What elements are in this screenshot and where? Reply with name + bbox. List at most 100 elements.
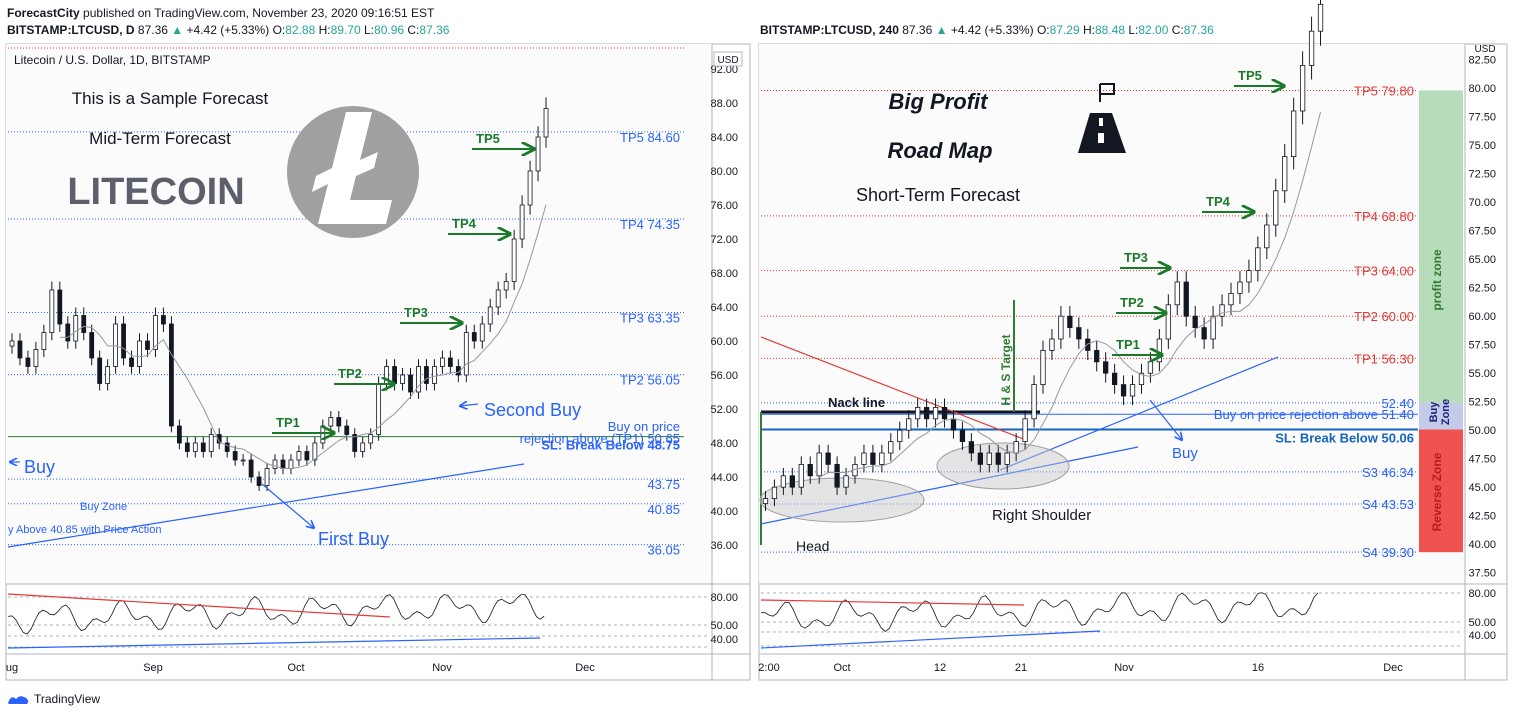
right-candle[interactable] bbox=[1165, 304, 1171, 340]
right-candle[interactable] bbox=[1156, 338, 1163, 363]
right-candle[interactable] bbox=[1013, 441, 1019, 454]
right-candle[interactable] bbox=[1094, 349, 1100, 363]
left-candle[interactable] bbox=[392, 366, 397, 384]
right-candle[interactable] bbox=[1308, 30, 1315, 66]
left-candle[interactable] bbox=[25, 357, 31, 367]
left-candle[interactable] bbox=[216, 434, 222, 444]
author-name[interactable]: ForecastCity bbox=[7, 6, 80, 20]
left-candle[interactable] bbox=[161, 315, 166, 325]
left-candle[interactable] bbox=[272, 459, 278, 469]
right-candle[interactable] bbox=[1067, 315, 1073, 329]
right-candle[interactable] bbox=[1291, 110, 1297, 157]
left-candle[interactable] bbox=[121, 323, 126, 359]
right-candle[interactable] bbox=[1282, 156, 1288, 192]
right-candle[interactable] bbox=[1138, 372, 1145, 386]
right-candle[interactable] bbox=[1273, 190, 1279, 226]
left-candle[interactable] bbox=[360, 442, 366, 452]
left-candle[interactable] bbox=[137, 340, 142, 367]
left-candle[interactable] bbox=[511, 238, 517, 282]
left-candle[interactable] bbox=[416, 366, 421, 393]
left-candle[interactable] bbox=[336, 417, 342, 427]
right-candle[interactable] bbox=[1085, 338, 1091, 351]
left-candle[interactable] bbox=[320, 425, 326, 444]
left-candle[interactable] bbox=[288, 459, 294, 469]
left-candle[interactable] bbox=[487, 306, 493, 325]
right-candle[interactable] bbox=[1031, 384, 1037, 420]
left-candle[interactable] bbox=[471, 332, 477, 342]
right-candle[interactable] bbox=[959, 429, 966, 443]
right-candle[interactable] bbox=[941, 406, 948, 420]
left-candle[interactable] bbox=[408, 374, 413, 393]
right-candle[interactable] bbox=[897, 429, 903, 443]
left-candle[interactable] bbox=[73, 315, 79, 342]
right-candle[interactable] bbox=[906, 418, 912, 431]
left-candle[interactable] bbox=[176, 425, 182, 444]
left-candle[interactable] bbox=[49, 289, 55, 333]
left-candle[interactable] bbox=[57, 289, 63, 325]
left-candle[interactable] bbox=[368, 434, 374, 444]
left-candle[interactable] bbox=[384, 366, 389, 384]
right-candle[interactable] bbox=[977, 452, 983, 465]
right-candle[interactable] bbox=[968, 441, 975, 454]
right-candle[interactable] bbox=[1299, 65, 1306, 112]
left-candle[interactable] bbox=[296, 451, 302, 461]
right-candle[interactable] bbox=[807, 463, 813, 477]
right-candle[interactable] bbox=[1219, 304, 1225, 317]
right-candle[interactable] bbox=[950, 418, 957, 431]
right-candle[interactable] bbox=[1183, 281, 1189, 317]
right-candle[interactable] bbox=[1076, 327, 1082, 340]
right-candle[interactable] bbox=[1201, 327, 1207, 340]
right-candle[interactable] bbox=[1246, 270, 1252, 283]
right-candle[interactable] bbox=[780, 475, 787, 488]
left-candle[interactable] bbox=[65, 323, 71, 342]
left-candle[interactable] bbox=[41, 332, 47, 350]
right-candle[interactable] bbox=[1174, 281, 1180, 306]
left-candle[interactable] bbox=[232, 451, 238, 461]
left-candle[interactable] bbox=[200, 442, 206, 452]
left-candle[interactable] bbox=[519, 204, 525, 240]
left-candle[interactable] bbox=[97, 357, 103, 384]
left-candle[interactable] bbox=[352, 434, 358, 452]
right-candle[interactable] bbox=[771, 486, 778, 500]
left-candle[interactable] bbox=[495, 289, 501, 308]
left-candle[interactable] bbox=[248, 459, 254, 478]
left-candle[interactable] bbox=[224, 442, 230, 452]
right-candle[interactable] bbox=[986, 452, 992, 465]
left-candle[interactable] bbox=[192, 442, 198, 452]
left-candle[interactable] bbox=[145, 340, 150, 350]
left-candle[interactable] bbox=[432, 366, 437, 384]
right-candle[interactable] bbox=[861, 452, 867, 465]
left-candle[interactable] bbox=[264, 468, 270, 486]
tradingview-footer[interactable]: TradingView bbox=[6, 692, 100, 706]
right-candle[interactable] bbox=[1192, 315, 1198, 329]
right-candle[interactable] bbox=[1111, 372, 1118, 386]
right-candle[interactable] bbox=[923, 406, 930, 420]
left-symbol[interactable]: BITSTAMP:LTCUSD, D bbox=[7, 23, 135, 37]
right-candle[interactable] bbox=[843, 475, 849, 488]
right-candle[interactable] bbox=[816, 452, 822, 477]
right-symbol[interactable]: BITSTAMP:LTCUSD, 240 bbox=[760, 23, 899, 37]
left-candle[interactable] bbox=[535, 136, 541, 172]
left-candle[interactable] bbox=[208, 434, 214, 452]
left-candle[interactable] bbox=[240, 459, 246, 462]
left-candle[interactable] bbox=[479, 323, 485, 342]
left-candle[interactable] bbox=[9, 340, 15, 347]
right-candle[interactable] bbox=[1210, 315, 1216, 340]
left-candle[interactable] bbox=[344, 425, 350, 435]
left-candle[interactable] bbox=[184, 442, 190, 452]
left-candle[interactable] bbox=[463, 332, 469, 376]
right-candle[interactable] bbox=[932, 406, 939, 420]
right-candle[interactable] bbox=[1004, 452, 1010, 465]
right-candle[interactable] bbox=[825, 452, 831, 465]
left-candle[interactable] bbox=[304, 451, 310, 461]
right-candle[interactable] bbox=[1237, 281, 1243, 294]
right-candle[interactable] bbox=[1058, 315, 1064, 340]
right-candle[interactable] bbox=[870, 452, 876, 465]
left-candle[interactable] bbox=[153, 315, 158, 350]
left-candle[interactable] bbox=[503, 281, 509, 291]
left-candle[interactable] bbox=[328, 417, 334, 427]
right-candle[interactable] bbox=[1147, 361, 1154, 374]
right-candle[interactable] bbox=[1317, 3, 1324, 32]
right-candle[interactable] bbox=[1129, 384, 1136, 397]
